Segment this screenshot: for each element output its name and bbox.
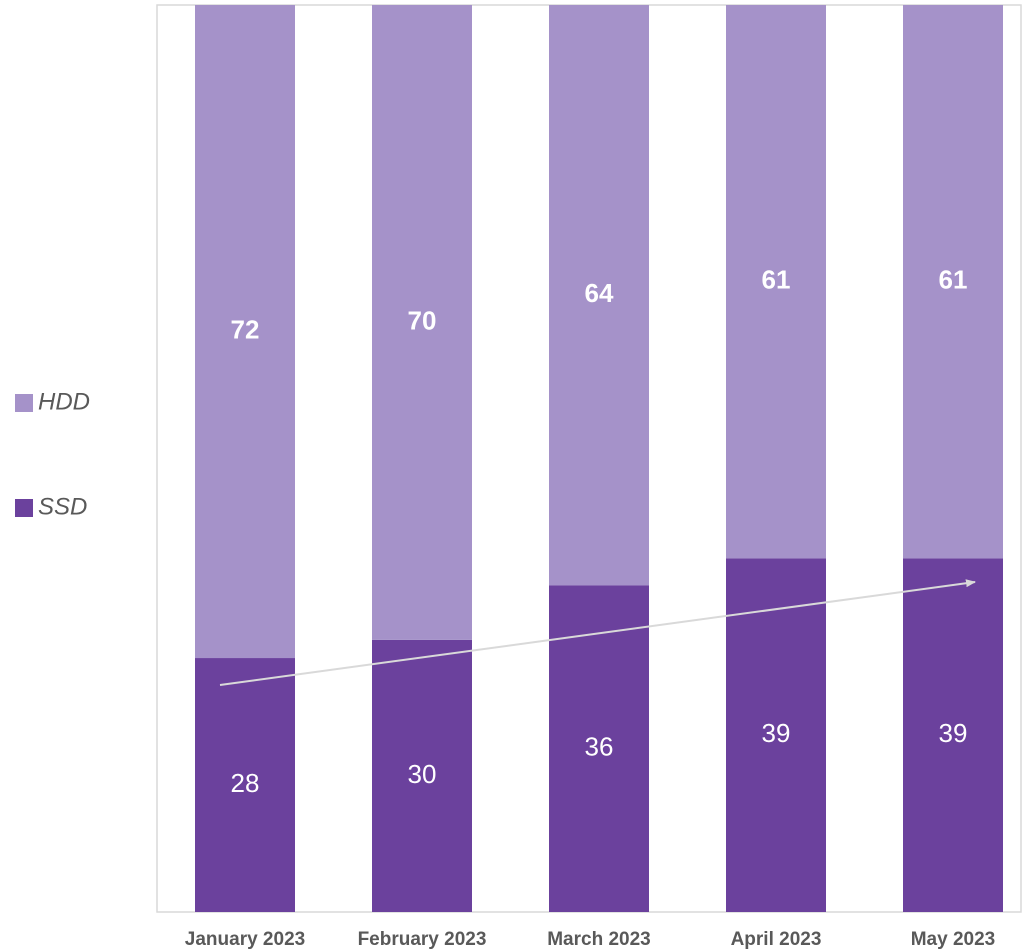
data-label: 70	[408, 305, 437, 335]
x-tick-label: April 2023	[731, 929, 822, 950]
trend-arrow	[219, 579, 976, 686]
x-tick-label: January 2023	[185, 929, 305, 950]
legend-label: SSD	[38, 493, 87, 520]
bar-segment	[195, 658, 295, 912]
bar-segment	[372, 5, 472, 640]
data-label: 72	[231, 314, 260, 344]
bar-segment	[549, 585, 649, 912]
data-label: 64	[585, 278, 614, 308]
x-tick-label: February 2023	[358, 929, 487, 950]
bar-segment	[903, 5, 1003, 559]
bar-segment	[372, 639, 472, 912]
legend-label: HDD	[38, 388, 90, 415]
data-label: 61	[762, 265, 791, 295]
bar-segment	[726, 558, 826, 912]
data-label: 28	[231, 768, 260, 798]
data-label: 39	[762, 718, 791, 748]
bar-segment	[726, 5, 826, 559]
x-tick-label: March 2023	[547, 929, 651, 950]
legend-swatch	[15, 499, 33, 517]
data-label: 39	[939, 718, 968, 748]
legend-swatch	[15, 394, 33, 412]
data-label: 30	[408, 759, 437, 789]
data-label: 36	[585, 732, 614, 762]
x-tick-label: May 2023	[911, 929, 996, 950]
bar-segment	[549, 5, 649, 586]
bar-segment	[195, 5, 295, 659]
data-label: 61	[939, 265, 968, 295]
bar-segment	[903, 558, 1003, 912]
